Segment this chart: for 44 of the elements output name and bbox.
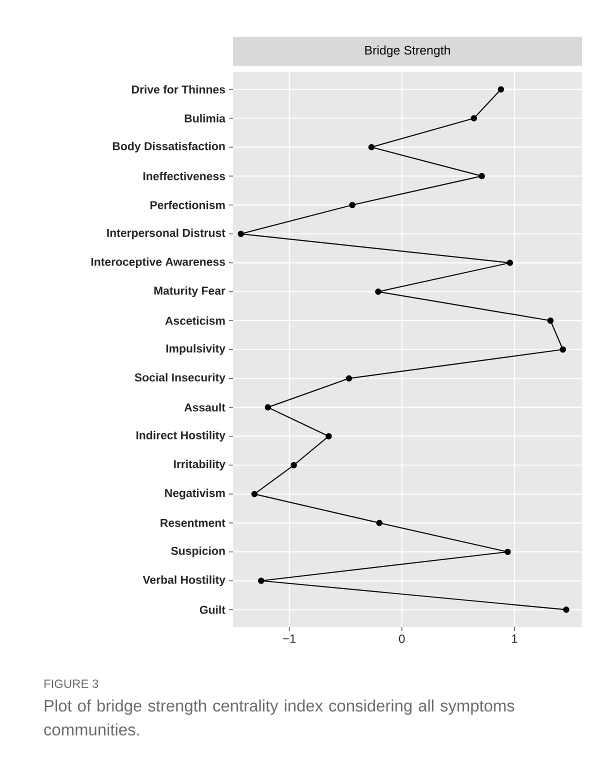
point	[478, 172, 485, 180]
y-tick-label: Assault	[184, 403, 226, 412]
y-tick-label: Verbal Hostility	[142, 575, 226, 586]
x-tick-label: −1	[283, 634, 296, 643]
point	[504, 548, 511, 555]
point	[238, 230, 244, 238]
point	[368, 144, 375, 150]
point	[349, 202, 356, 208]
point	[258, 578, 264, 584]
point	[506, 260, 514, 266]
point	[560, 346, 566, 353]
y-tick-label: Social Insecurity	[134, 373, 226, 384]
point	[376, 520, 382, 526]
y-tick-label: Guilt	[200, 605, 226, 614]
point	[547, 317, 554, 324]
y-tick-label: Body Dissatisfaction	[112, 142, 225, 153]
y-tick-label: Ineffectiveness	[143, 172, 226, 180]
x-tick-label: 1	[512, 634, 518, 643]
y-tick-label: Bulimia	[184, 114, 226, 122]
point	[326, 433, 332, 440]
y-tick-label: Asceticism	[165, 316, 225, 325]
y-tick-label: Resentment	[160, 518, 226, 527]
caption: FIGURE 3	[44, 680, 98, 688]
y-tick-label: Negativism	[165, 488, 225, 500]
text: Plot of bridge strength centrality index considering all symptoms communities.	[44, 700, 514, 736]
y-tick-label: Perfectionism	[150, 200, 225, 210]
point	[498, 86, 504, 92]
point	[264, 404, 272, 410]
y-tick-label: Interoceptive Awareness	[91, 257, 226, 268]
point	[563, 606, 570, 613]
point	[290, 462, 297, 468]
point	[251, 490, 258, 498]
chart-title: Bridge Strength	[365, 46, 450, 58]
point	[375, 288, 382, 295]
x-tick-label: 0	[399, 634, 405, 643]
y-tick-label: Maturity Fear	[154, 286, 226, 298]
y-tick-label: Suspicion	[171, 546, 225, 558]
y-tick-label: Irritability	[174, 460, 226, 470]
point	[346, 375, 352, 382]
point	[470, 115, 478, 122]
y-tick-label: Indirect Hostility	[136, 430, 226, 442]
y-tick-label: Drive for Thinnes	[132, 85, 226, 94]
y-tick-label: Interpersonal Distrust	[107, 228, 226, 240]
y-tick-label: Impulsivity	[166, 344, 226, 355]
